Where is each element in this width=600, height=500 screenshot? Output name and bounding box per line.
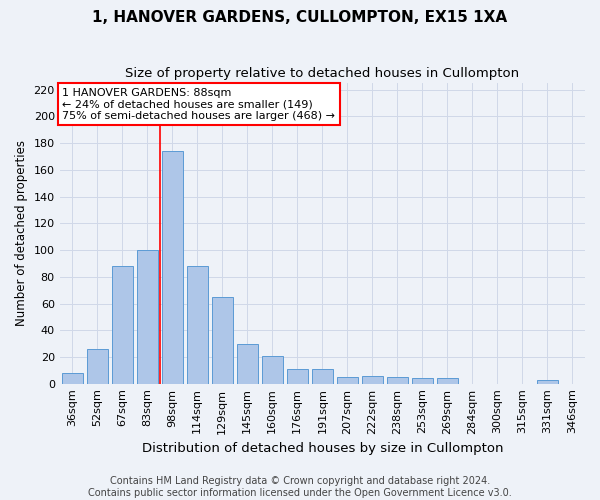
Bar: [137, 250, 158, 384]
Y-axis label: Number of detached properties: Number of detached properties: [15, 140, 28, 326]
Bar: [236, 344, 258, 384]
Title: Size of property relative to detached houses in Cullompton: Size of property relative to detached ho…: [125, 68, 520, 80]
Bar: [437, 378, 458, 384]
Bar: [412, 378, 433, 384]
Text: Contains HM Land Registry data © Crown copyright and database right 2024.
Contai: Contains HM Land Registry data © Crown c…: [88, 476, 512, 498]
Bar: [287, 369, 308, 384]
Text: 1 HANOVER GARDENS: 88sqm
← 24% of detached houses are smaller (149)
75% of semi-: 1 HANOVER GARDENS: 88sqm ← 24% of detach…: [62, 88, 335, 121]
Bar: [387, 377, 408, 384]
Bar: [337, 377, 358, 384]
Bar: [362, 376, 383, 384]
Bar: [537, 380, 558, 384]
Bar: [312, 369, 333, 384]
Bar: [86, 349, 108, 384]
Bar: [187, 266, 208, 384]
X-axis label: Distribution of detached houses by size in Cullompton: Distribution of detached houses by size …: [142, 442, 503, 455]
Bar: [112, 266, 133, 384]
Bar: [161, 151, 183, 384]
Text: 1, HANOVER GARDENS, CULLOMPTON, EX15 1XA: 1, HANOVER GARDENS, CULLOMPTON, EX15 1XA: [92, 10, 508, 25]
Bar: [62, 373, 83, 384]
Bar: [212, 297, 233, 384]
Bar: [262, 356, 283, 384]
